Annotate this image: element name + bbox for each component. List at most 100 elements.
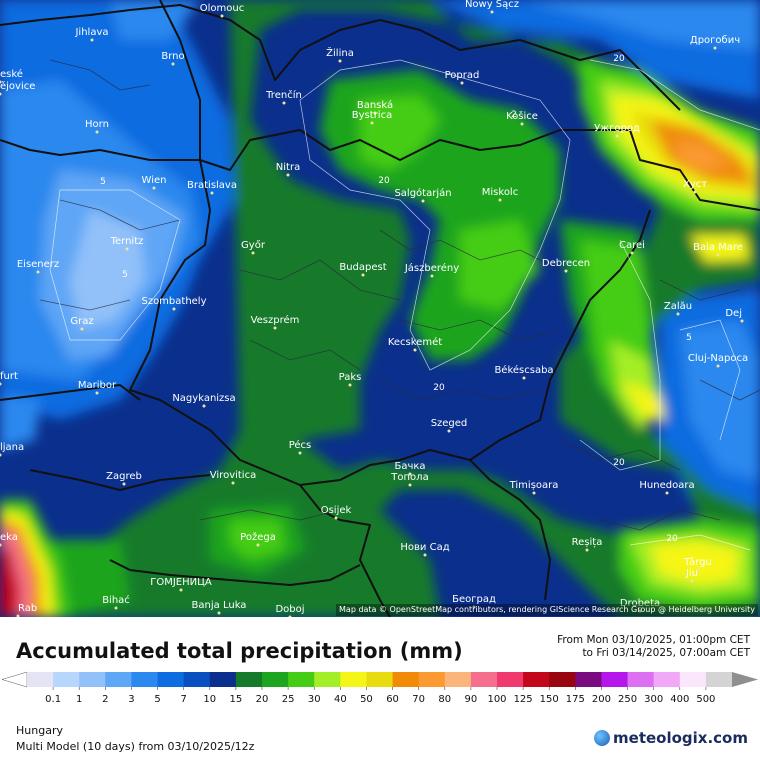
city-label: ějovice bbox=[0, 80, 35, 96]
city-name: Doboj bbox=[275, 604, 304, 615]
legend-swatch bbox=[209, 672, 237, 687]
city-label: Ternitz bbox=[110, 236, 143, 251]
city-label: Rab bbox=[16, 603, 37, 617]
legend-swatch bbox=[549, 672, 576, 687]
city-label: Košice bbox=[506, 110, 538, 126]
contour-label: 5 bbox=[100, 177, 106, 187]
legend-tick-label: 300 bbox=[644, 694, 663, 705]
model-info: Multi Model (10 days) from 03/10/2025/12… bbox=[16, 740, 255, 753]
city-name: Reșița bbox=[572, 537, 603, 548]
city-marker bbox=[423, 553, 427, 557]
legend-tick-label: 1 bbox=[76, 694, 82, 705]
city-label: Nagykanizsa bbox=[172, 393, 236, 408]
legend-swatch bbox=[418, 672, 446, 687]
city-name: Eisenerz bbox=[17, 259, 59, 270]
city-marker bbox=[638, 609, 642, 613]
legend-swatch bbox=[705, 672, 733, 687]
city-marker bbox=[0, 80, 2, 84]
city-marker bbox=[696, 568, 700, 572]
city-label: Paks bbox=[339, 372, 361, 387]
city-marker bbox=[421, 199, 425, 203]
city-label: Zalău bbox=[664, 301, 692, 316]
city-marker bbox=[256, 543, 260, 547]
city-name: Horn bbox=[85, 119, 109, 130]
city-marker bbox=[95, 391, 99, 395]
contour-label: 5 bbox=[122, 270, 128, 280]
city-marker bbox=[490, 10, 494, 14]
city-marker bbox=[288, 615, 292, 617]
city-name: Budapest bbox=[339, 262, 386, 273]
city-marker bbox=[210, 191, 214, 195]
city-name: Ужгород bbox=[594, 123, 640, 134]
city-name: Nowy Sącz bbox=[465, 0, 519, 10]
city-label: Békéscsaba bbox=[494, 364, 554, 380]
city-name: Žilina bbox=[326, 46, 354, 59]
legend-tick-label: 0.1 bbox=[45, 694, 61, 705]
legend-tick-label: 20 bbox=[256, 694, 269, 705]
city-label: Wien bbox=[142, 175, 166, 190]
legend-swatch bbox=[288, 672, 315, 687]
city-marker bbox=[298, 451, 302, 455]
city-label: eka bbox=[0, 532, 18, 547]
city-marker bbox=[585, 548, 589, 552]
city-name: Timișoara bbox=[509, 480, 559, 491]
city-marker bbox=[615, 134, 619, 138]
city-name: Požega bbox=[240, 531, 276, 543]
city-label: Cluj-Napoca bbox=[688, 353, 748, 368]
city-name: Dej bbox=[725, 308, 742, 319]
city-name: Дрогобич bbox=[690, 35, 740, 46]
legend-tick-label: 250 bbox=[618, 694, 637, 705]
city-marker bbox=[36, 270, 40, 274]
city-marker bbox=[460, 81, 464, 85]
city-name: Бачка bbox=[394, 461, 425, 472]
city-marker bbox=[95, 130, 99, 134]
city-name: Bihać bbox=[102, 594, 130, 606]
city-marker bbox=[171, 62, 175, 66]
city-marker bbox=[0, 382, 2, 386]
city-marker bbox=[630, 251, 634, 255]
city-label: Drobeta bbox=[620, 598, 660, 613]
city-marker bbox=[152, 186, 156, 190]
legend-swatch bbox=[497, 672, 524, 687]
city-marker bbox=[447, 429, 451, 433]
city-name: Rab bbox=[18, 603, 37, 614]
city-marker bbox=[373, 111, 377, 115]
city-marker bbox=[716, 364, 720, 368]
city-label: Žilina bbox=[326, 46, 354, 63]
city-marker bbox=[472, 605, 476, 609]
city-label: ГОМЈЕНИЦА bbox=[150, 577, 212, 592]
city-name: Salgótarján bbox=[394, 187, 451, 199]
city-marker bbox=[0, 92, 2, 96]
contour-lines bbox=[49, 59, 760, 551]
city-marker bbox=[713, 46, 717, 50]
brand-logo[interactable]: meteologix.com bbox=[594, 729, 748, 747]
legend-swatch bbox=[575, 672, 602, 687]
city-label: Kecskemét bbox=[388, 336, 442, 352]
city-label: Dej bbox=[725, 308, 744, 323]
city-name: Pécs bbox=[289, 439, 312, 451]
city-name: Хуст bbox=[683, 179, 707, 190]
city-label: Timișoara bbox=[509, 480, 559, 495]
precipitation-map[interactable]: 20 2 5 20 5 5 20 20 20 Olomouc Nowy Sącz Дрогобич J… bbox=[0, 0, 760, 617]
legend-swatch bbox=[444, 672, 472, 687]
city-marker bbox=[0, 453, 2, 457]
city-marker bbox=[430, 274, 434, 278]
city-name: Szombathely bbox=[141, 296, 206, 307]
city-label: Virovitica bbox=[210, 470, 256, 485]
city-marker bbox=[16, 614, 20, 617]
legend-tick-label: 7 bbox=[180, 694, 186, 705]
legend-swatch bbox=[523, 672, 550, 687]
city-marker bbox=[408, 472, 412, 476]
city-label: Jiu bbox=[685, 568, 698, 583]
city-label: Graz bbox=[70, 316, 94, 331]
city-name: Нови Сад bbox=[400, 542, 449, 553]
city-label: Győr bbox=[241, 239, 266, 255]
city-name: Brno bbox=[161, 51, 184, 62]
city-name: Jihlava bbox=[74, 27, 108, 38]
city-marker bbox=[693, 190, 697, 194]
city-name: Baia Mare bbox=[693, 242, 743, 253]
city-name: Debrecen bbox=[542, 258, 590, 269]
city-name: Győr bbox=[241, 239, 266, 251]
city-name: Kecskemét bbox=[388, 336, 442, 348]
city-marker bbox=[220, 14, 224, 18]
